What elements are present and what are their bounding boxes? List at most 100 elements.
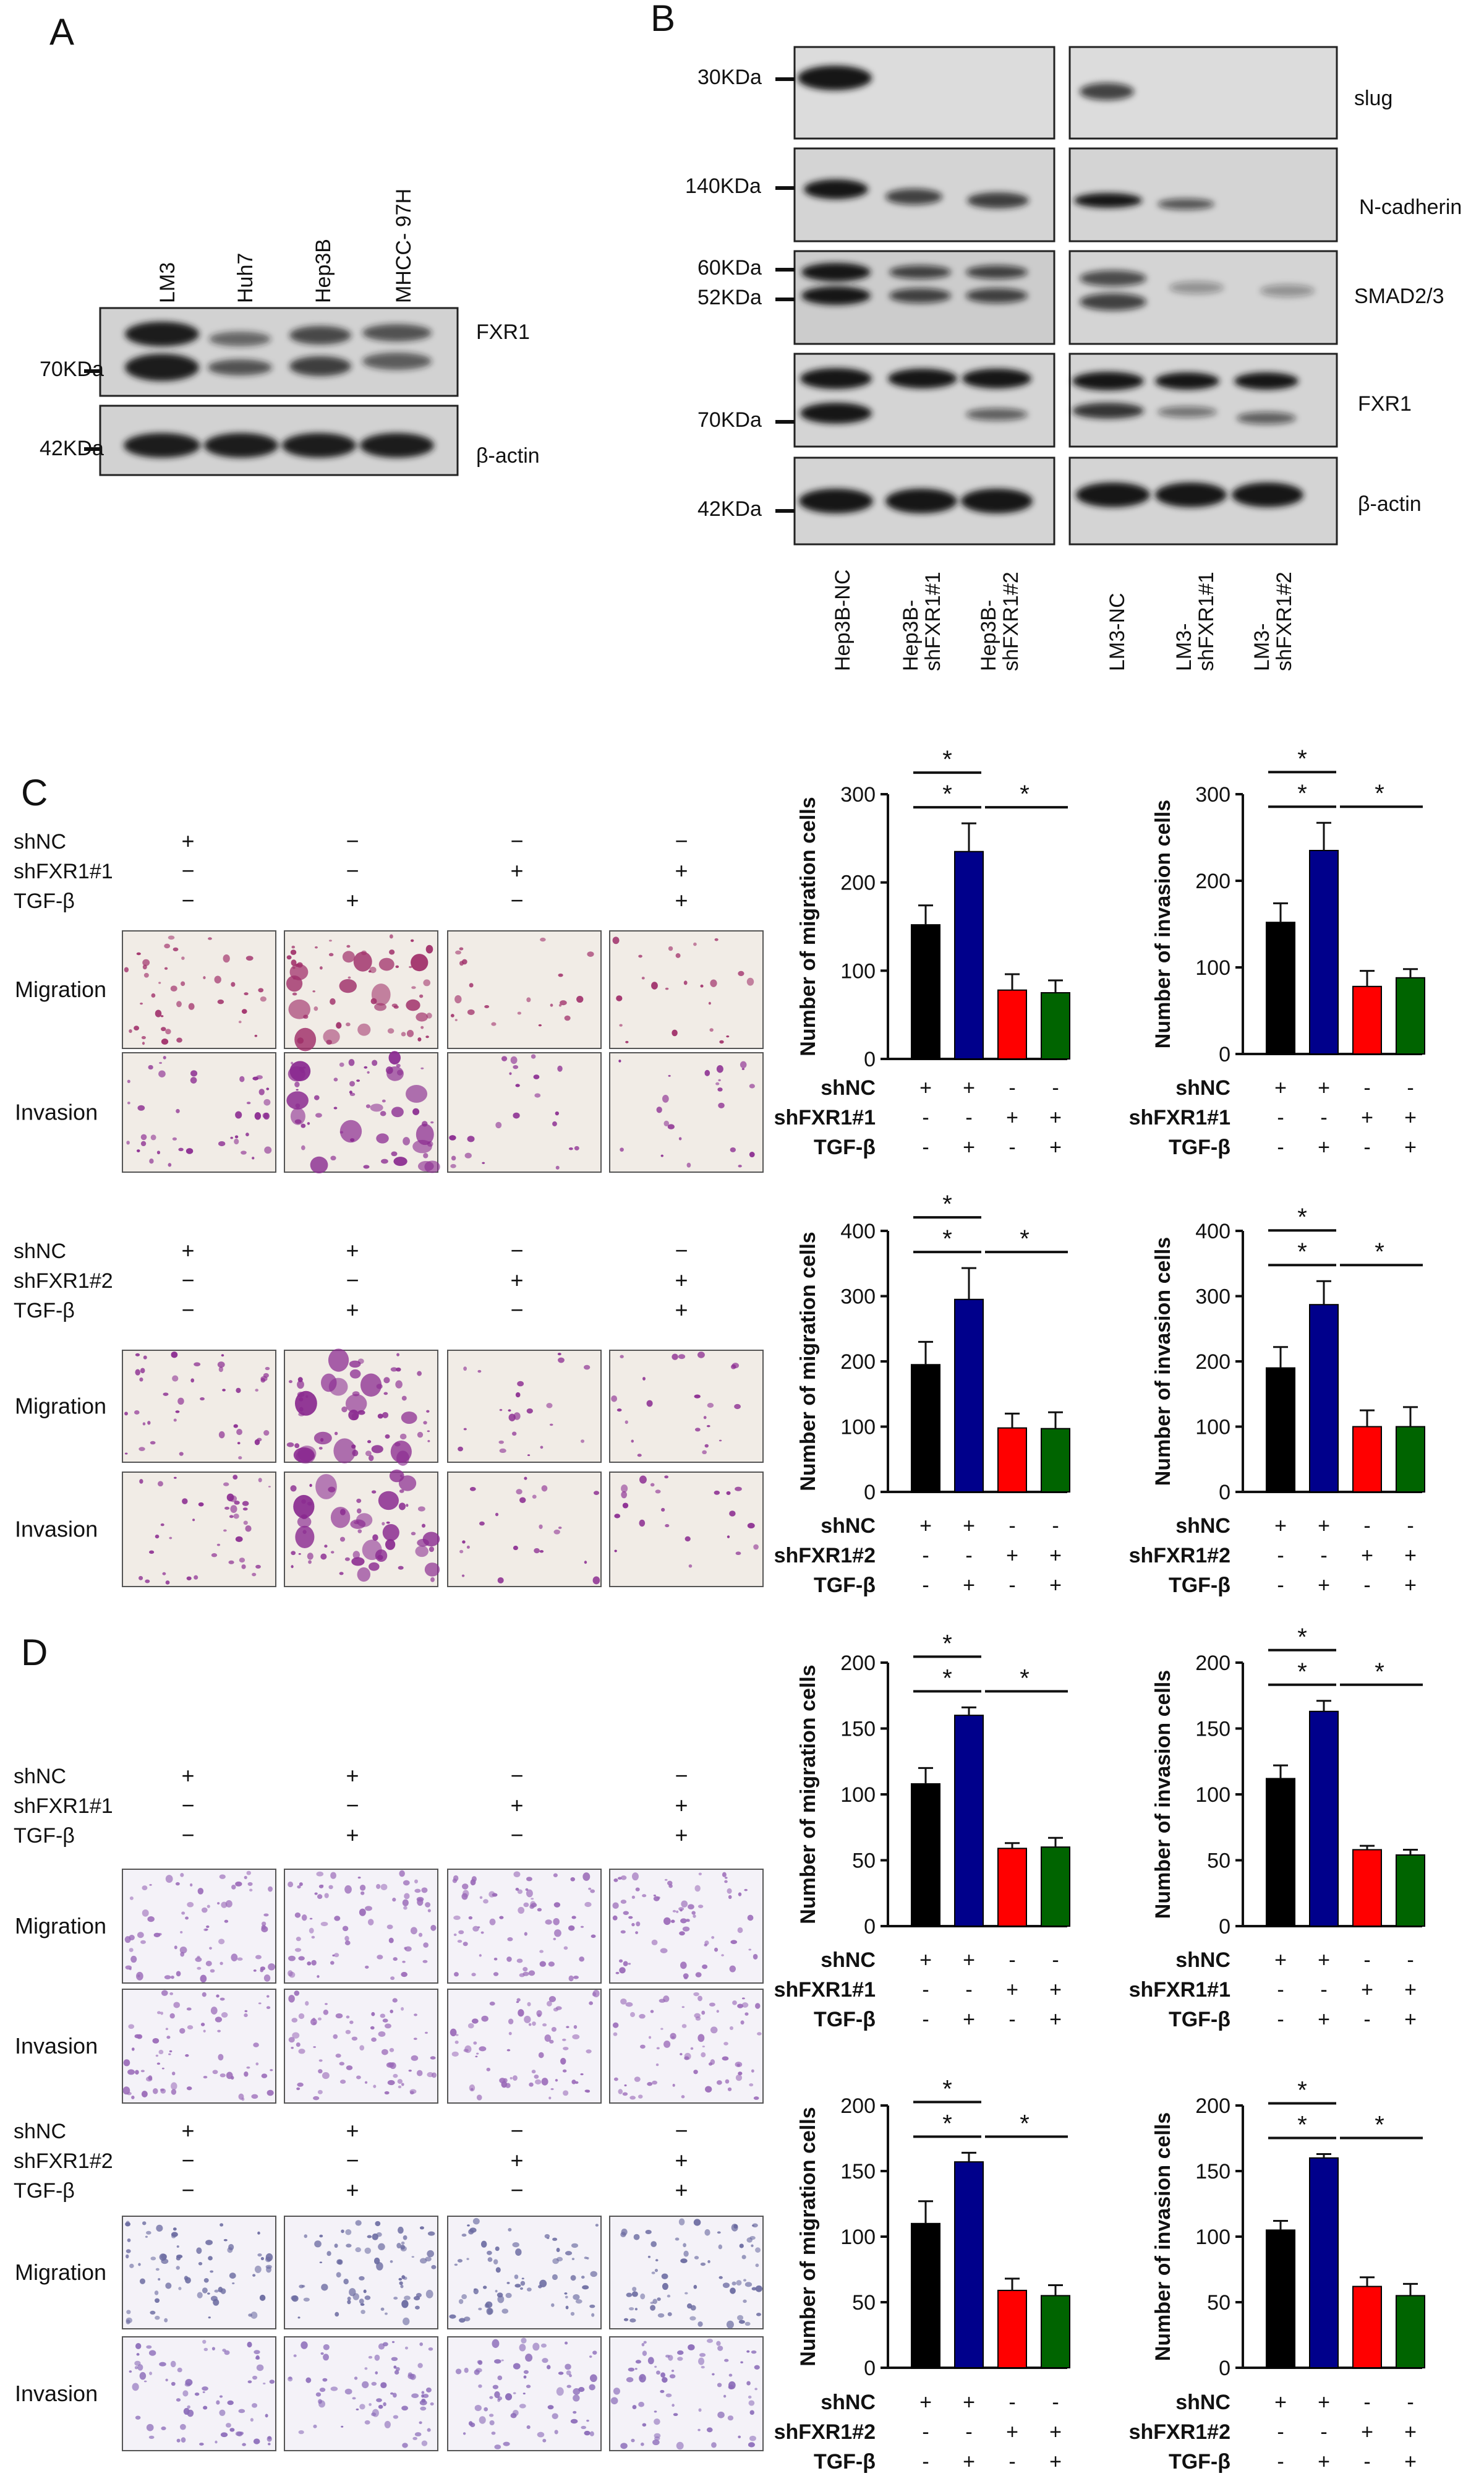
condition-sign: - xyxy=(1407,1076,1414,1100)
panel-b: B xyxy=(650,0,1462,671)
y-tick-label: 0 xyxy=(864,2357,876,2380)
condition-sign: - xyxy=(1407,2391,1414,2414)
bar xyxy=(954,850,984,1060)
condition-label: TGF-β xyxy=(1169,2450,1230,2474)
condition-sign: + xyxy=(1361,1544,1373,1567)
condition-sign: − xyxy=(675,828,688,854)
significance-star: * xyxy=(1297,1658,1307,1686)
condition-sign: + xyxy=(346,1763,359,1788)
condition-sign: − xyxy=(510,828,523,854)
row-label-migration: Migration xyxy=(15,1913,106,1939)
panel-b-letter: B xyxy=(650,0,675,39)
bar-chart: 0 100 200 300 Number of migration cells * * * sh… xyxy=(774,746,1070,1159)
condition-sign: - xyxy=(1363,1514,1370,1538)
bar-chart: 0 100 200 300 Number of invasion cells * * * shN… xyxy=(1129,745,1425,1159)
y-axis-label: Number of migration cells xyxy=(796,797,820,1056)
condition-sign: - xyxy=(1009,1136,1015,1159)
micrograph-block: shNC + + − − shFXR1#1 − − + + TGF-β − + − + Migration In… xyxy=(14,1763,764,2104)
condition-label: TGF-β xyxy=(814,2450,876,2474)
condition-sign: + xyxy=(1049,2420,1062,2444)
micrograph-block: shNC + + − − shFXR1#2 − − + + TGF-β − + − + Migration In… xyxy=(14,2118,764,2451)
lane-label: Hep3B-NC xyxy=(831,570,855,671)
micrograph-image xyxy=(609,1472,764,1587)
condition-sign: + xyxy=(963,1136,975,1159)
condition-sign: − xyxy=(510,1763,523,1788)
condition-sign: + xyxy=(181,1238,194,1263)
condition-sign: + xyxy=(1274,1948,1287,1972)
y-tick-label: 50 xyxy=(852,1849,876,1873)
micrograph-block: shNC + − − − shFXR1#1 − − + + TGF-β − + − + Migration In… xyxy=(14,828,764,1174)
condition-label: shNC xyxy=(14,1240,66,1263)
bar xyxy=(1396,2295,1425,2368)
condition-label: shFXR1#2 xyxy=(1129,2420,1230,2444)
condition-sign: + xyxy=(963,1574,975,1597)
y-tick-label: 100 xyxy=(1195,2226,1230,2249)
lane-label: Huh7 xyxy=(234,253,257,303)
condition-label: shNC xyxy=(14,1765,66,1788)
micrograph-image xyxy=(609,1052,764,1173)
condition-label: shNC xyxy=(1175,1514,1230,1538)
condition-sign: − xyxy=(181,2177,194,2203)
condition-sign: - xyxy=(922,1106,929,1129)
condition-sign: + xyxy=(1361,2420,1373,2444)
micrograph-image xyxy=(609,930,764,1049)
bar-chart: 0 100 200 300 400 Number of migration cells * *… xyxy=(774,1191,1070,1597)
condition-sign: - xyxy=(1052,1076,1059,1100)
condition-label: shNC xyxy=(821,1514,876,1538)
micrograph-image xyxy=(284,1989,438,2104)
bar xyxy=(1041,2295,1070,2368)
condition-sign: + xyxy=(675,858,688,883)
bar xyxy=(1352,985,1382,1055)
y-tick-label: 200 xyxy=(1195,1350,1230,1374)
condition-sign: + xyxy=(1404,2450,1417,2474)
condition-sign: + xyxy=(919,1076,932,1100)
condition-sign: + xyxy=(1318,2008,1330,2031)
bar xyxy=(1309,2157,1339,2369)
condition-sign: - xyxy=(1277,1574,1284,1597)
condition-sign: - xyxy=(1363,2008,1370,2031)
significance-star: * xyxy=(1297,780,1307,807)
condition-label: shFXR1#1 xyxy=(774,1978,876,2002)
bar xyxy=(954,2161,984,2368)
y-tick-label: 100 xyxy=(840,2226,876,2249)
condition-sign: - xyxy=(1277,2008,1284,2031)
micrograph-image xyxy=(447,1052,602,1173)
condition-label: shNC xyxy=(14,830,66,854)
y-tick-label: 400 xyxy=(1195,1220,1230,1243)
condition-sign: - xyxy=(1277,1544,1284,1567)
lane-label: Hep3B- xyxy=(977,600,1000,671)
protein-label: FXR1 xyxy=(1358,392,1412,416)
condition-sign: + xyxy=(963,1948,975,1972)
y-tick-label: 100 xyxy=(840,1416,876,1439)
y-tick-label: 0 xyxy=(864,1481,876,1504)
condition-sign: + xyxy=(1006,1978,1018,2002)
condition-sign: + xyxy=(1318,1076,1330,1100)
condition-sign: − xyxy=(675,1238,688,1263)
bar xyxy=(1041,992,1070,1060)
bar xyxy=(1266,2229,1295,2368)
condition-sign: - xyxy=(922,1544,929,1567)
significance-star: * xyxy=(1297,1624,1307,1651)
bar xyxy=(1041,1428,1070,1493)
condition-sign: + xyxy=(1318,1514,1330,1538)
condition-label: shFXR1#1 xyxy=(14,1794,113,1818)
condition-sign: - xyxy=(1363,1948,1370,1972)
y-tick-label: 200 xyxy=(840,2094,876,2118)
condition-label: TGF-β xyxy=(1169,1136,1230,1159)
condition-sign: + xyxy=(346,888,359,913)
bar xyxy=(1309,850,1339,1055)
condition-label: TGF-β xyxy=(1169,2008,1230,2031)
significance-star: * xyxy=(1297,1204,1307,1231)
condition-sign: - xyxy=(1277,1106,1284,1129)
y-axis-label: Number of migration cells xyxy=(796,1232,820,1491)
y-tick-label: 0 xyxy=(1219,2357,1230,2380)
condition-sign: + xyxy=(675,2148,688,2173)
lane-label: Hep3B- xyxy=(899,600,923,671)
y-tick-label: 300 xyxy=(840,1285,876,1309)
condition-sign: - xyxy=(1009,2008,1015,2031)
condition-sign: + xyxy=(1049,1574,1062,1597)
condition-sign: - xyxy=(1363,1136,1370,1159)
condition-sign: − xyxy=(181,1822,194,1848)
y-tick-label: 0 xyxy=(864,1048,876,1071)
y-tick-label: 400 xyxy=(840,1220,876,1243)
